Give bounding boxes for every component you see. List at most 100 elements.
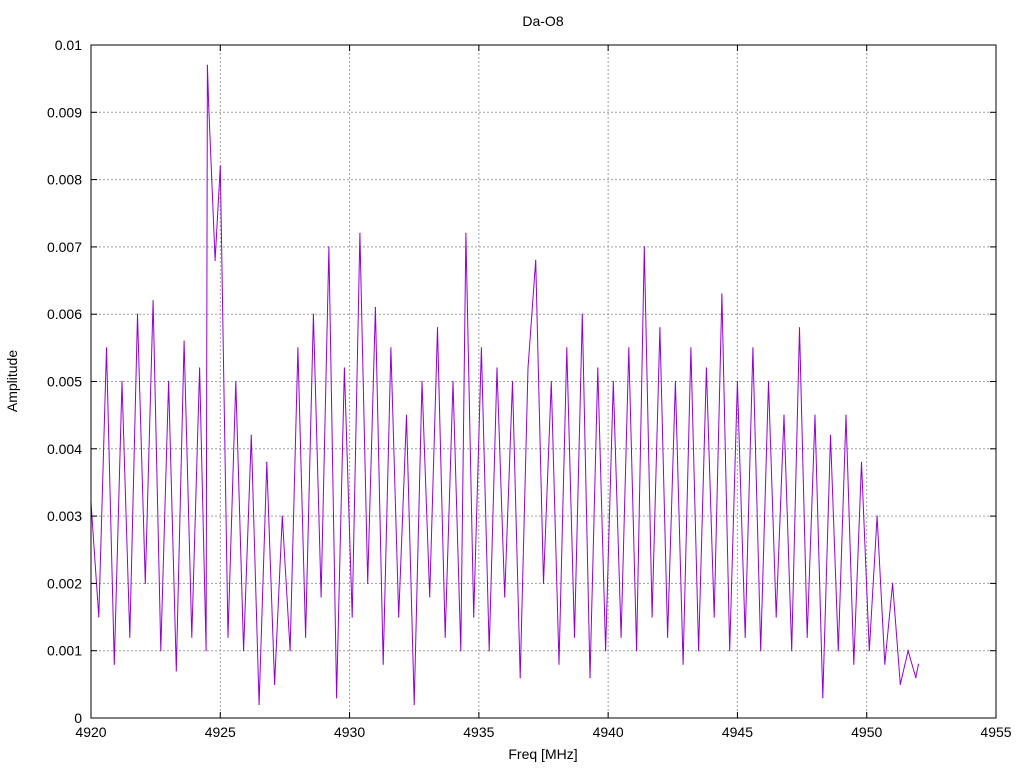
data-point <box>390 347 392 349</box>
data-point <box>566 347 568 349</box>
data-layer <box>90 64 920 706</box>
data-point <box>343 367 345 369</box>
data-point <box>760 650 762 652</box>
data-point <box>336 697 338 699</box>
data-point <box>860 461 863 463</box>
data-point <box>767 380 770 383</box>
x-tick-label: 4940 <box>593 724 624 740</box>
data-point <box>367 582 369 585</box>
data-point <box>829 434 832 436</box>
data-point <box>806 636 808 638</box>
data-point <box>845 414 847 416</box>
data-point <box>504 596 506 598</box>
x-tick-label: 4935 <box>463 724 494 740</box>
data-point <box>382 663 384 665</box>
data-point <box>620 636 622 638</box>
data-point <box>429 596 431 598</box>
y-axis-title: Amplitude <box>4 350 20 412</box>
x-tick-label: 4955 <box>980 724 1011 740</box>
y-tick-label: 0.008 <box>47 172 82 188</box>
data-point <box>917 663 920 665</box>
data-point <box>235 380 237 383</box>
data-point <box>589 677 591 679</box>
data-point <box>752 347 754 349</box>
data-point <box>636 650 638 652</box>
y-tick-label: 0.007 <box>47 239 82 255</box>
x-tick-label: 4945 <box>722 724 753 740</box>
data-point <box>705 367 708 369</box>
labels: 4920 4925 4930 4935 4940 4945 4950 4955 0 0.001 0.… <box>47 37 1012 740</box>
grid <box>91 45 996 718</box>
data-point <box>444 636 446 638</box>
y-tick-label: 0.005 <box>47 374 82 390</box>
data-point <box>550 380 552 383</box>
data-point <box>175 670 177 672</box>
data-point <box>113 663 115 665</box>
y-tick-label: 0.001 <box>47 643 82 659</box>
data-point <box>899 683 901 686</box>
data-point <box>152 300 154 302</box>
data-point <box>822 697 824 699</box>
data-point <box>250 434 252 436</box>
data-point <box>191 636 193 638</box>
data-point <box>129 636 131 638</box>
data-point <box>320 596 322 598</box>
data-point <box>667 636 669 638</box>
data-point <box>144 582 146 585</box>
data-point <box>837 650 839 652</box>
data-point <box>744 636 746 638</box>
y-tick-label: 0.006 <box>47 306 82 322</box>
data-point <box>915 677 917 679</box>
y-tick-label: 0 <box>74 710 82 726</box>
data-point <box>405 414 408 416</box>
data-point <box>206 64 208 66</box>
data-point <box>775 616 777 618</box>
x-tick-label: 4950 <box>851 724 882 740</box>
ticks <box>90 44 997 719</box>
series-line <box>90 65 919 705</box>
data-point <box>398 616 400 618</box>
data-point <box>511 380 514 383</box>
data-point <box>814 414 816 416</box>
data-point <box>168 380 170 383</box>
data-point <box>519 677 521 679</box>
data-point <box>473 616 475 618</box>
x-tick-label: 4925 <box>205 724 236 740</box>
data-point <box>558 663 560 665</box>
data-point <box>643 246 645 248</box>
chart-title: Da-O8 <box>522 13 563 29</box>
data-point <box>884 663 886 665</box>
x-tick-label: 4930 <box>334 724 365 740</box>
data-point <box>266 461 268 463</box>
data-point <box>243 650 245 652</box>
data-point <box>297 347 299 349</box>
data-point <box>791 650 793 652</box>
data-point <box>205 650 207 652</box>
data-point <box>460 650 462 652</box>
y-tick-label: 0.009 <box>47 104 82 120</box>
data-point <box>496 367 498 369</box>
data-point <box>413 703 415 706</box>
data-point <box>480 347 482 349</box>
data-point <box>651 616 653 618</box>
data-point <box>374 306 376 309</box>
data-point <box>535 259 537 261</box>
data-point <box>581 313 583 315</box>
data-point <box>452 380 454 383</box>
x-axis-title: Freq [MHz] <box>508 746 577 762</box>
data-point <box>274 683 276 686</box>
data-point <box>573 636 576 638</box>
data-point <box>783 414 785 416</box>
data-point <box>542 582 545 585</box>
y-tick-label: 0.003 <box>47 508 82 524</box>
data-point <box>328 246 330 248</box>
data-point <box>312 313 314 315</box>
data-point <box>713 616 715 618</box>
data-point <box>227 636 229 638</box>
data-point <box>876 515 878 517</box>
y-tick-label: 0.004 <box>47 441 82 457</box>
data-point <box>421 380 423 383</box>
data-point <box>682 663 684 665</box>
data-point <box>465 232 467 234</box>
